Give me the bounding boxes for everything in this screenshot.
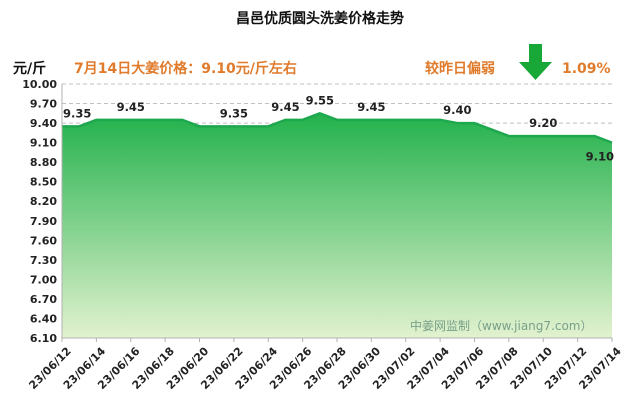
y-tick-label: 9.10 bbox=[30, 137, 57, 150]
data-label: 9.10 bbox=[586, 150, 614, 164]
price-note: 7月14日大姜价格：9.10元/斤左右 bbox=[74, 60, 297, 77]
data-label: 9.40 bbox=[443, 103, 471, 117]
watermark: 中姜网监制（www.jiang7.com） bbox=[410, 318, 592, 333]
y-tick-label: 7.00 bbox=[30, 273, 57, 286]
chart-title: 昌邑优质圆头洗姜价格走势 bbox=[236, 10, 404, 27]
y-tick-label: 8.20 bbox=[30, 195, 57, 208]
data-label: 9.45 bbox=[117, 100, 145, 114]
data-label: 9.20 bbox=[529, 116, 557, 130]
data-label: 9.35 bbox=[63, 106, 91, 120]
change-value: 1.09% bbox=[562, 61, 611, 77]
data-label: 9.45 bbox=[271, 100, 299, 114]
down-arrow-icon bbox=[519, 44, 552, 80]
price-line bbox=[62, 111, 613, 144]
y-tick-label: 9.40 bbox=[30, 117, 57, 130]
data-label: 9.45 bbox=[357, 100, 385, 114]
price-area bbox=[62, 113, 612, 338]
data-label: 9.35 bbox=[220, 106, 248, 120]
y-tick-label: 6.40 bbox=[30, 312, 57, 325]
y-tick-label: 7.90 bbox=[30, 215, 57, 228]
y-tick-label: 8.50 bbox=[30, 176, 57, 189]
y-tick-label: 8.80 bbox=[30, 156, 57, 169]
y-axis-unit: 元/斤 bbox=[13, 60, 46, 77]
data-label: 9.55 bbox=[306, 93, 334, 107]
y-tick-label: 10.00 bbox=[22, 78, 57, 91]
y-tick-label: 9.70 bbox=[30, 98, 57, 111]
y-tick-label: 7.30 bbox=[30, 254, 57, 267]
y-tick-label: 6.70 bbox=[30, 293, 57, 306]
y-tick-label: 6.10 bbox=[30, 332, 57, 345]
y-tick-label: 7.60 bbox=[30, 234, 57, 247]
change-label: 较昨日偏弱 bbox=[425, 60, 495, 77]
